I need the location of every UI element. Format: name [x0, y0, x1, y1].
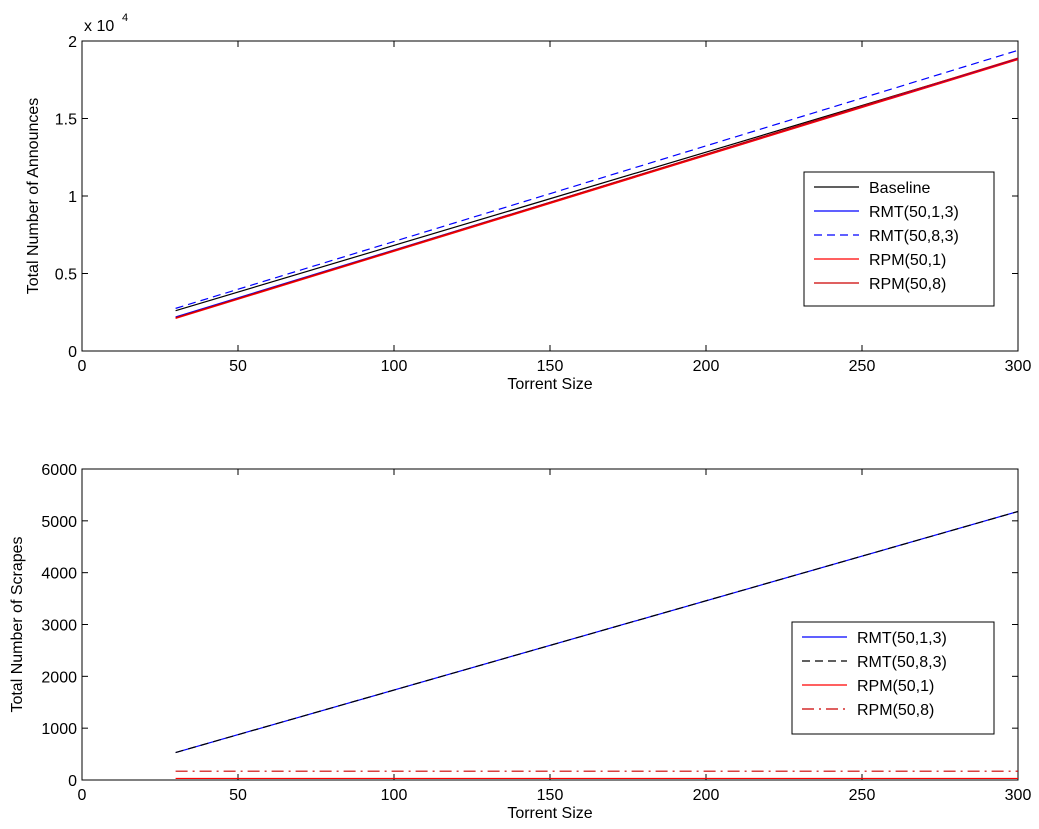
chart-1: 0 50 100 150 200 250 300 0 0.5 1 1.5 2 Torrent Size T… — [25, 12, 1031, 393]
legend-entry: Baseline — [869, 180, 930, 197]
legend-box — [803, 171, 995, 307]
legend-entry: RMT(50,1,3) — [869, 204, 959, 221]
y-axis-label: Total Number of Scrapes — [9, 536, 26, 712]
legend: Baseline RMT(50,1,3) RMT(50,8,3) RPM(50,1) R… — [803, 171, 995, 307]
x-tick-label: 150 — [537, 358, 564, 375]
legend-entry: RPM(50,8) — [869, 276, 946, 293]
y-tick-label: 5000 — [41, 514, 77, 531]
y-tick-label: 4000 — [41, 566, 77, 583]
y-tick-label: 2 — [68, 34, 77, 51]
x-tick-label: 150 — [537, 787, 564, 804]
y-axis-label: Total Number of Announces — [25, 98, 42, 295]
x-tick-label: 50 — [229, 787, 247, 804]
y-tick-label: 0 — [68, 344, 77, 361]
y-tick-label: 0.5 — [55, 267, 77, 284]
y-multiplier-label: x 10 — [84, 18, 114, 35]
x-tick-label: 0 — [78, 787, 87, 804]
y-tick-label: 1.5 — [55, 112, 77, 129]
x-tick-label: 0 — [78, 358, 87, 375]
y-tick-label: 0 — [68, 773, 77, 790]
x-axis-label: Torrent Size — [507, 376, 592, 393]
y-multiplier-exponent: 4 — [122, 12, 128, 24]
legend-entry: RPM(50,8) — [857, 702, 934, 719]
x-tick-label: 300 — [1005, 787, 1032, 804]
series-line-3 — [175, 49, 1019, 309]
series-line-5 — [175, 57, 1019, 319]
legend-entry: RPM(50,1) — [857, 678, 934, 695]
y-tick-label: 2000 — [41, 669, 77, 686]
chart-2: 0 50 100 150 200 250 3000100020003000400050006… — [9, 462, 1031, 822]
x-tick-label: 100 — [381, 787, 408, 804]
series-line-2 — [175, 510, 1019, 754]
legend: RMT(50,1,3) RMT(50,8,3) RPM(50,1) RPM(50,8) — [791, 621, 995, 735]
x-tick-label: 250 — [849, 358, 876, 375]
legend-entry: RPM(50,1) — [869, 252, 946, 269]
x-axis-label: Torrent Size — [507, 805, 592, 822]
legend-entry: RMT(50,1,3) — [857, 630, 947, 647]
y-tick-label: 1 — [68, 189, 77, 206]
x-tick-label: 100 — [381, 358, 408, 375]
x-tick-label: 200 — [693, 358, 720, 375]
y-tick-label: 6000 — [41, 462, 77, 479]
y-tick-label: 3000 — [41, 618, 77, 635]
legend-entry: RMT(50,8,3) — [857, 654, 947, 671]
x-tick-label: 200 — [693, 787, 720, 804]
legend-box — [791, 621, 995, 735]
x-tick-label: 300 — [1005, 358, 1032, 375]
x-tick-label: 250 — [849, 787, 876, 804]
x-tick-label: 50 — [229, 358, 247, 375]
series-line-4 — [175, 59, 1019, 320]
y-tick-label: 1000 — [41, 721, 77, 738]
legend-entry: RMT(50,8,3) — [869, 228, 959, 245]
